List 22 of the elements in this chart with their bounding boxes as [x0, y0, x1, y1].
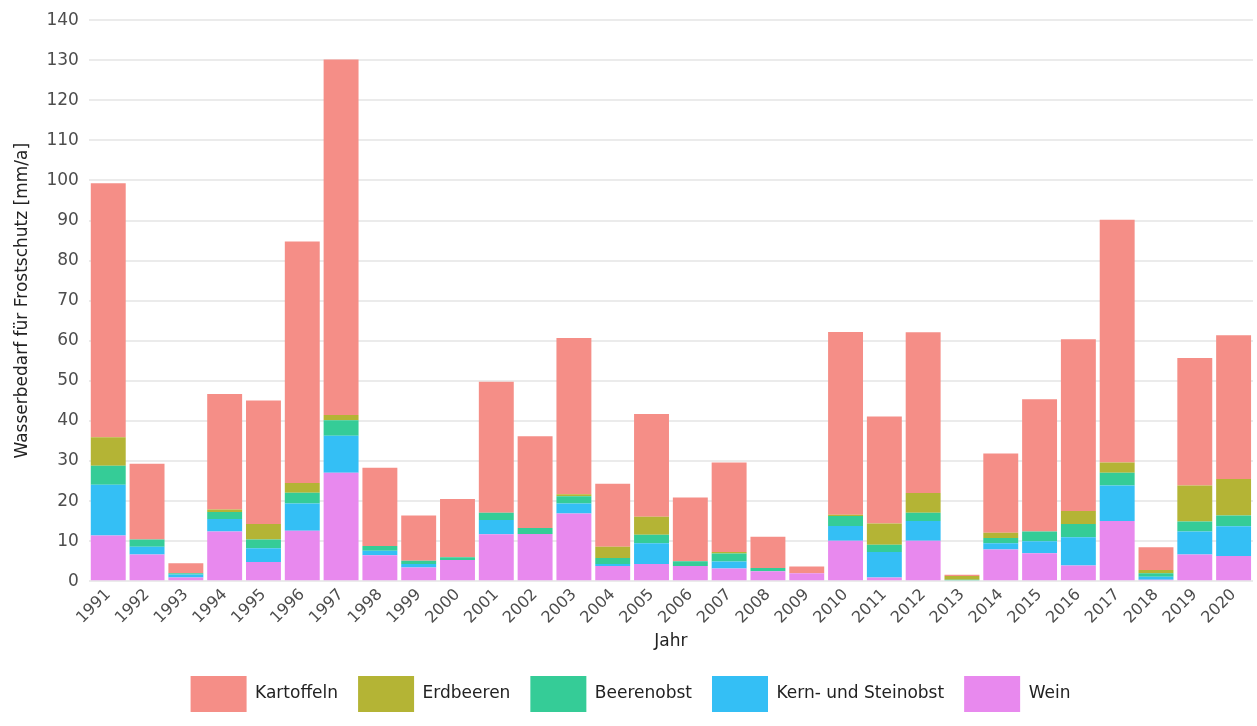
legend-label: Wein	[1028, 682, 1071, 703]
y-tick-label: 30	[57, 449, 79, 470]
y-tick-label: 120	[46, 88, 79, 109]
y-tick-label: 100	[46, 168, 79, 189]
legend-label: Erdbeeren	[422, 682, 511, 703]
legend-label: Beerenobst	[594, 682, 693, 703]
y-tick-label: 140	[46, 8, 79, 29]
y-tick-label: 20	[57, 489, 79, 510]
y-tick-label: 40	[57, 409, 79, 430]
y-tick-label: 130	[46, 48, 79, 69]
y-tick-label: 70	[57, 289, 79, 310]
y-axis-title: Wasserbedarf für Frostschutz [mm/a]	[10, 142, 31, 459]
y-tick-label: 0	[68, 569, 79, 590]
y-tick-label: 110	[46, 128, 79, 149]
y-tick-label: 80	[57, 249, 79, 270]
y-tick-label: 50	[57, 369, 79, 390]
legend-label: Kartoffeln	[255, 682, 339, 703]
y-tick-label: 10	[57, 529, 79, 550]
y-tick-label: 60	[57, 329, 79, 350]
legend-label: Kern- und Steinobst	[776, 682, 945, 703]
y-tick-label: 90	[57, 208, 79, 229]
x-axis-title: Jahr	[653, 630, 688, 651]
